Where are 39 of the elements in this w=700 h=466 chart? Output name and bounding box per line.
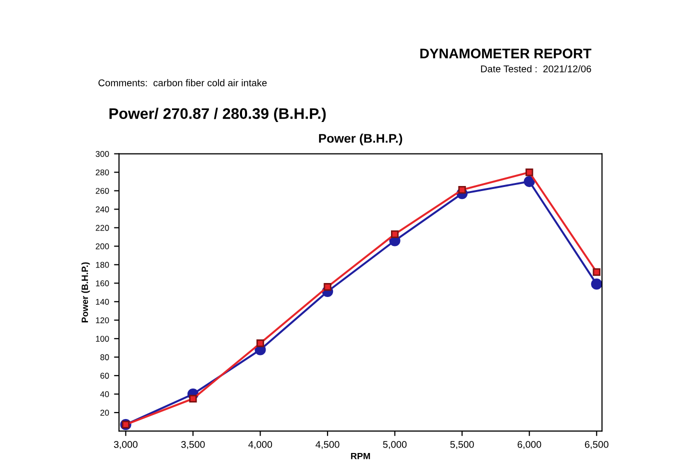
y-tick-label: 80 — [100, 354, 109, 360]
x-tick-label: 5,500 — [450, 441, 474, 450]
point — [458, 186, 466, 194]
x-tick-label: 6,500 — [584, 441, 608, 450]
y-axis-title: Power (B.H.P.) — [81, 262, 90, 322]
point — [324, 283, 332, 291]
point — [591, 278, 602, 290]
text: Comments: carbon fiber cold air intake — [98, 79, 267, 86]
y-tick-label: 180 — [96, 262, 109, 268]
point — [189, 394, 197, 403]
y-tick-label: 300 — [96, 150, 109, 157]
y-tick-label: 140 — [96, 298, 109, 305]
x-tick-label: 5,000 — [383, 441, 407, 450]
point — [256, 339, 264, 348]
y-tick-label: 220 — [96, 224, 109, 231]
point — [592, 268, 600, 276]
point — [524, 176, 535, 188]
x-tick-label: 4,500 — [316, 441, 340, 450]
chart-subtitle: Power (B.H.P.) — [319, 134, 402, 146]
x-axis-title: RPM — [351, 452, 370, 460]
x-tick-label: 3,000 — [114, 441, 138, 450]
text: DYNAMOMETER REPORT — [420, 48, 592, 58]
point — [390, 230, 399, 238]
y-tick-label: 160 — [96, 280, 109, 286]
y-tick-label: 260 — [96, 188, 109, 194]
y-tick-label: 20 — [100, 410, 109, 416]
y-tick-label: 280 — [96, 169, 109, 176]
point — [526, 168, 534, 176]
x-tick-label: 4,000 — [248, 441, 272, 450]
text: Date Tested : 2021/12/06 — [481, 65, 592, 72]
y-tick-label: 60 — [100, 372, 109, 379]
y-tick-label: 200 — [96, 243, 109, 250]
y-tick-label: 40 — [100, 391, 109, 398]
y-tick-label: 120 — [96, 317, 109, 324]
chart-title: Power/ 270.87 / 280.39 (B.H.P.) — [110, 108, 326, 122]
x-tick-label: 3,500 — [181, 441, 205, 450]
y-tick-label: 240 — [96, 206, 109, 212]
x-tick-label: 6,000 — [518, 441, 542, 450]
y-tick-label: 100 — [96, 336, 109, 342]
